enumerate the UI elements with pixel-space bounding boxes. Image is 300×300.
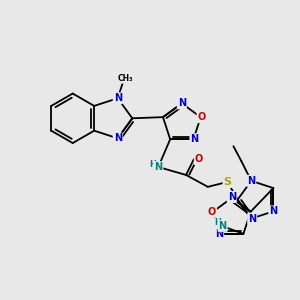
Text: N: N xyxy=(228,192,236,202)
Text: N: N xyxy=(248,214,256,224)
Text: O: O xyxy=(197,112,206,122)
Text: O: O xyxy=(195,154,203,164)
Text: N: N xyxy=(190,134,199,144)
Text: H: H xyxy=(214,218,221,227)
Text: N: N xyxy=(114,93,122,103)
Text: O: O xyxy=(208,207,216,217)
Text: S: S xyxy=(224,177,232,187)
Text: N: N xyxy=(247,176,255,186)
Text: N: N xyxy=(215,229,223,239)
Text: N: N xyxy=(154,162,162,172)
Text: N: N xyxy=(269,206,278,216)
Text: CH₃: CH₃ xyxy=(118,74,133,83)
Text: N: N xyxy=(219,221,227,231)
Text: H: H xyxy=(149,160,156,169)
Text: N: N xyxy=(178,98,186,108)
Text: N: N xyxy=(114,133,122,143)
